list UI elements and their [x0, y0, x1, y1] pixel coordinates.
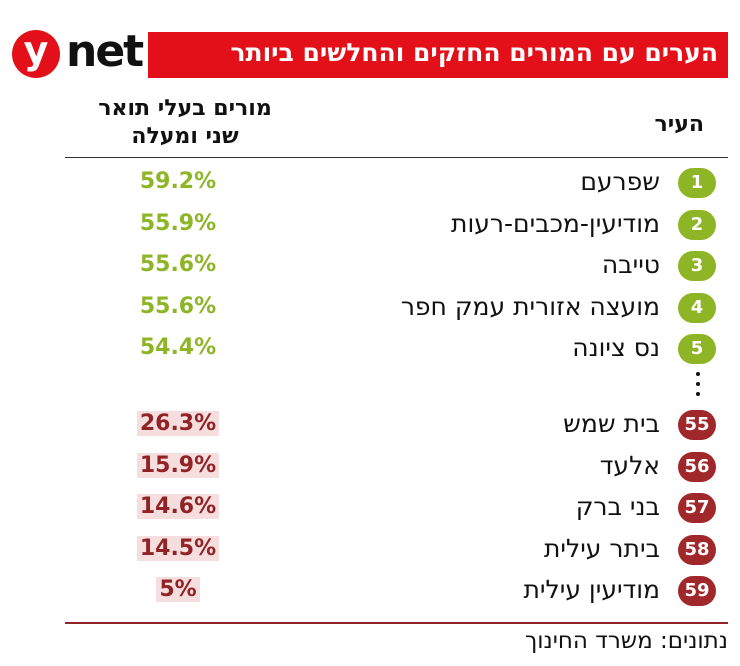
value-cell: 54.4% [128, 335, 228, 360]
value-cell: 5% [128, 577, 228, 602]
value-cell: 14.6% [128, 494, 228, 519]
value: 59.2% [139, 169, 217, 194]
value: 55.6% [139, 293, 217, 319]
value: 54.4% [139, 335, 217, 360]
city-name: בני ברק [575, 492, 660, 521]
city-name: מודיעין עילית [523, 575, 661, 604]
logo-letter: y [12, 30, 60, 78]
value-cell: 14.5% [128, 535, 228, 561]
city-name: מועצה אזורית עמק חפר [400, 291, 660, 321]
city-name: שפרעם [580, 167, 660, 196]
value: 15.9% [136, 452, 220, 478]
value: 5% [156, 577, 200, 602]
city-name: ביתר עילית [543, 533, 660, 563]
column-header: מורים בעלי תואר [98, 96, 272, 121]
ellipsis-dot [696, 382, 700, 386]
value: 55.9% [139, 210, 217, 236]
ellipsis-dot [696, 392, 700, 396]
rank-badge: 3 [678, 251, 716, 281]
rank-badge: 59 [678, 576, 716, 606]
value-cell: 59.2% [128, 169, 228, 194]
ellipsis-dot [696, 372, 700, 376]
city-name: מודיעין-מכבים-רעות [451, 208, 660, 238]
value-cell: 55.6% [128, 252, 228, 277]
column-header: שני ומעלה [131, 124, 239, 149]
rank-badge: 5 [678, 334, 716, 364]
footer-divider [65, 622, 728, 624]
rank-badge: 55 [678, 410, 716, 440]
city-name: נס ציונה [572, 333, 660, 362]
value: 14.5% [136, 535, 220, 561]
rank-badge: 58 [678, 534, 716, 565]
value: 55.6% [139, 252, 217, 277]
value-cell: 26.3% [128, 411, 228, 436]
value: 26.3% [136, 411, 220, 436]
logo-text: net [66, 26, 144, 77]
rank-badge: 56 [678, 451, 716, 482]
divider [65, 157, 728, 158]
rank-badge: 4 [678, 292, 716, 323]
title-banner [148, 32, 728, 78]
rank-badge: 57 [678, 493, 716, 523]
value-cell: 15.9% [128, 452, 228, 478]
rank-badge: 1 [678, 168, 716, 198]
city-name: טייבה [601, 250, 660, 279]
value: 14.6% [136, 494, 220, 519]
source: נתונים: משרד החינוך [524, 628, 728, 654]
title: הערים עם המורים החזקים והחלשים ביותר [230, 38, 718, 67]
value-cell: 55.6% [128, 294, 228, 319]
column-header: העיר [654, 112, 705, 137]
city-name: בית שמש [563, 409, 660, 438]
value-cell: 55.9% [128, 211, 228, 236]
city-name: אלעד [599, 450, 660, 480]
rank-badge: 2 [678, 209, 716, 240]
